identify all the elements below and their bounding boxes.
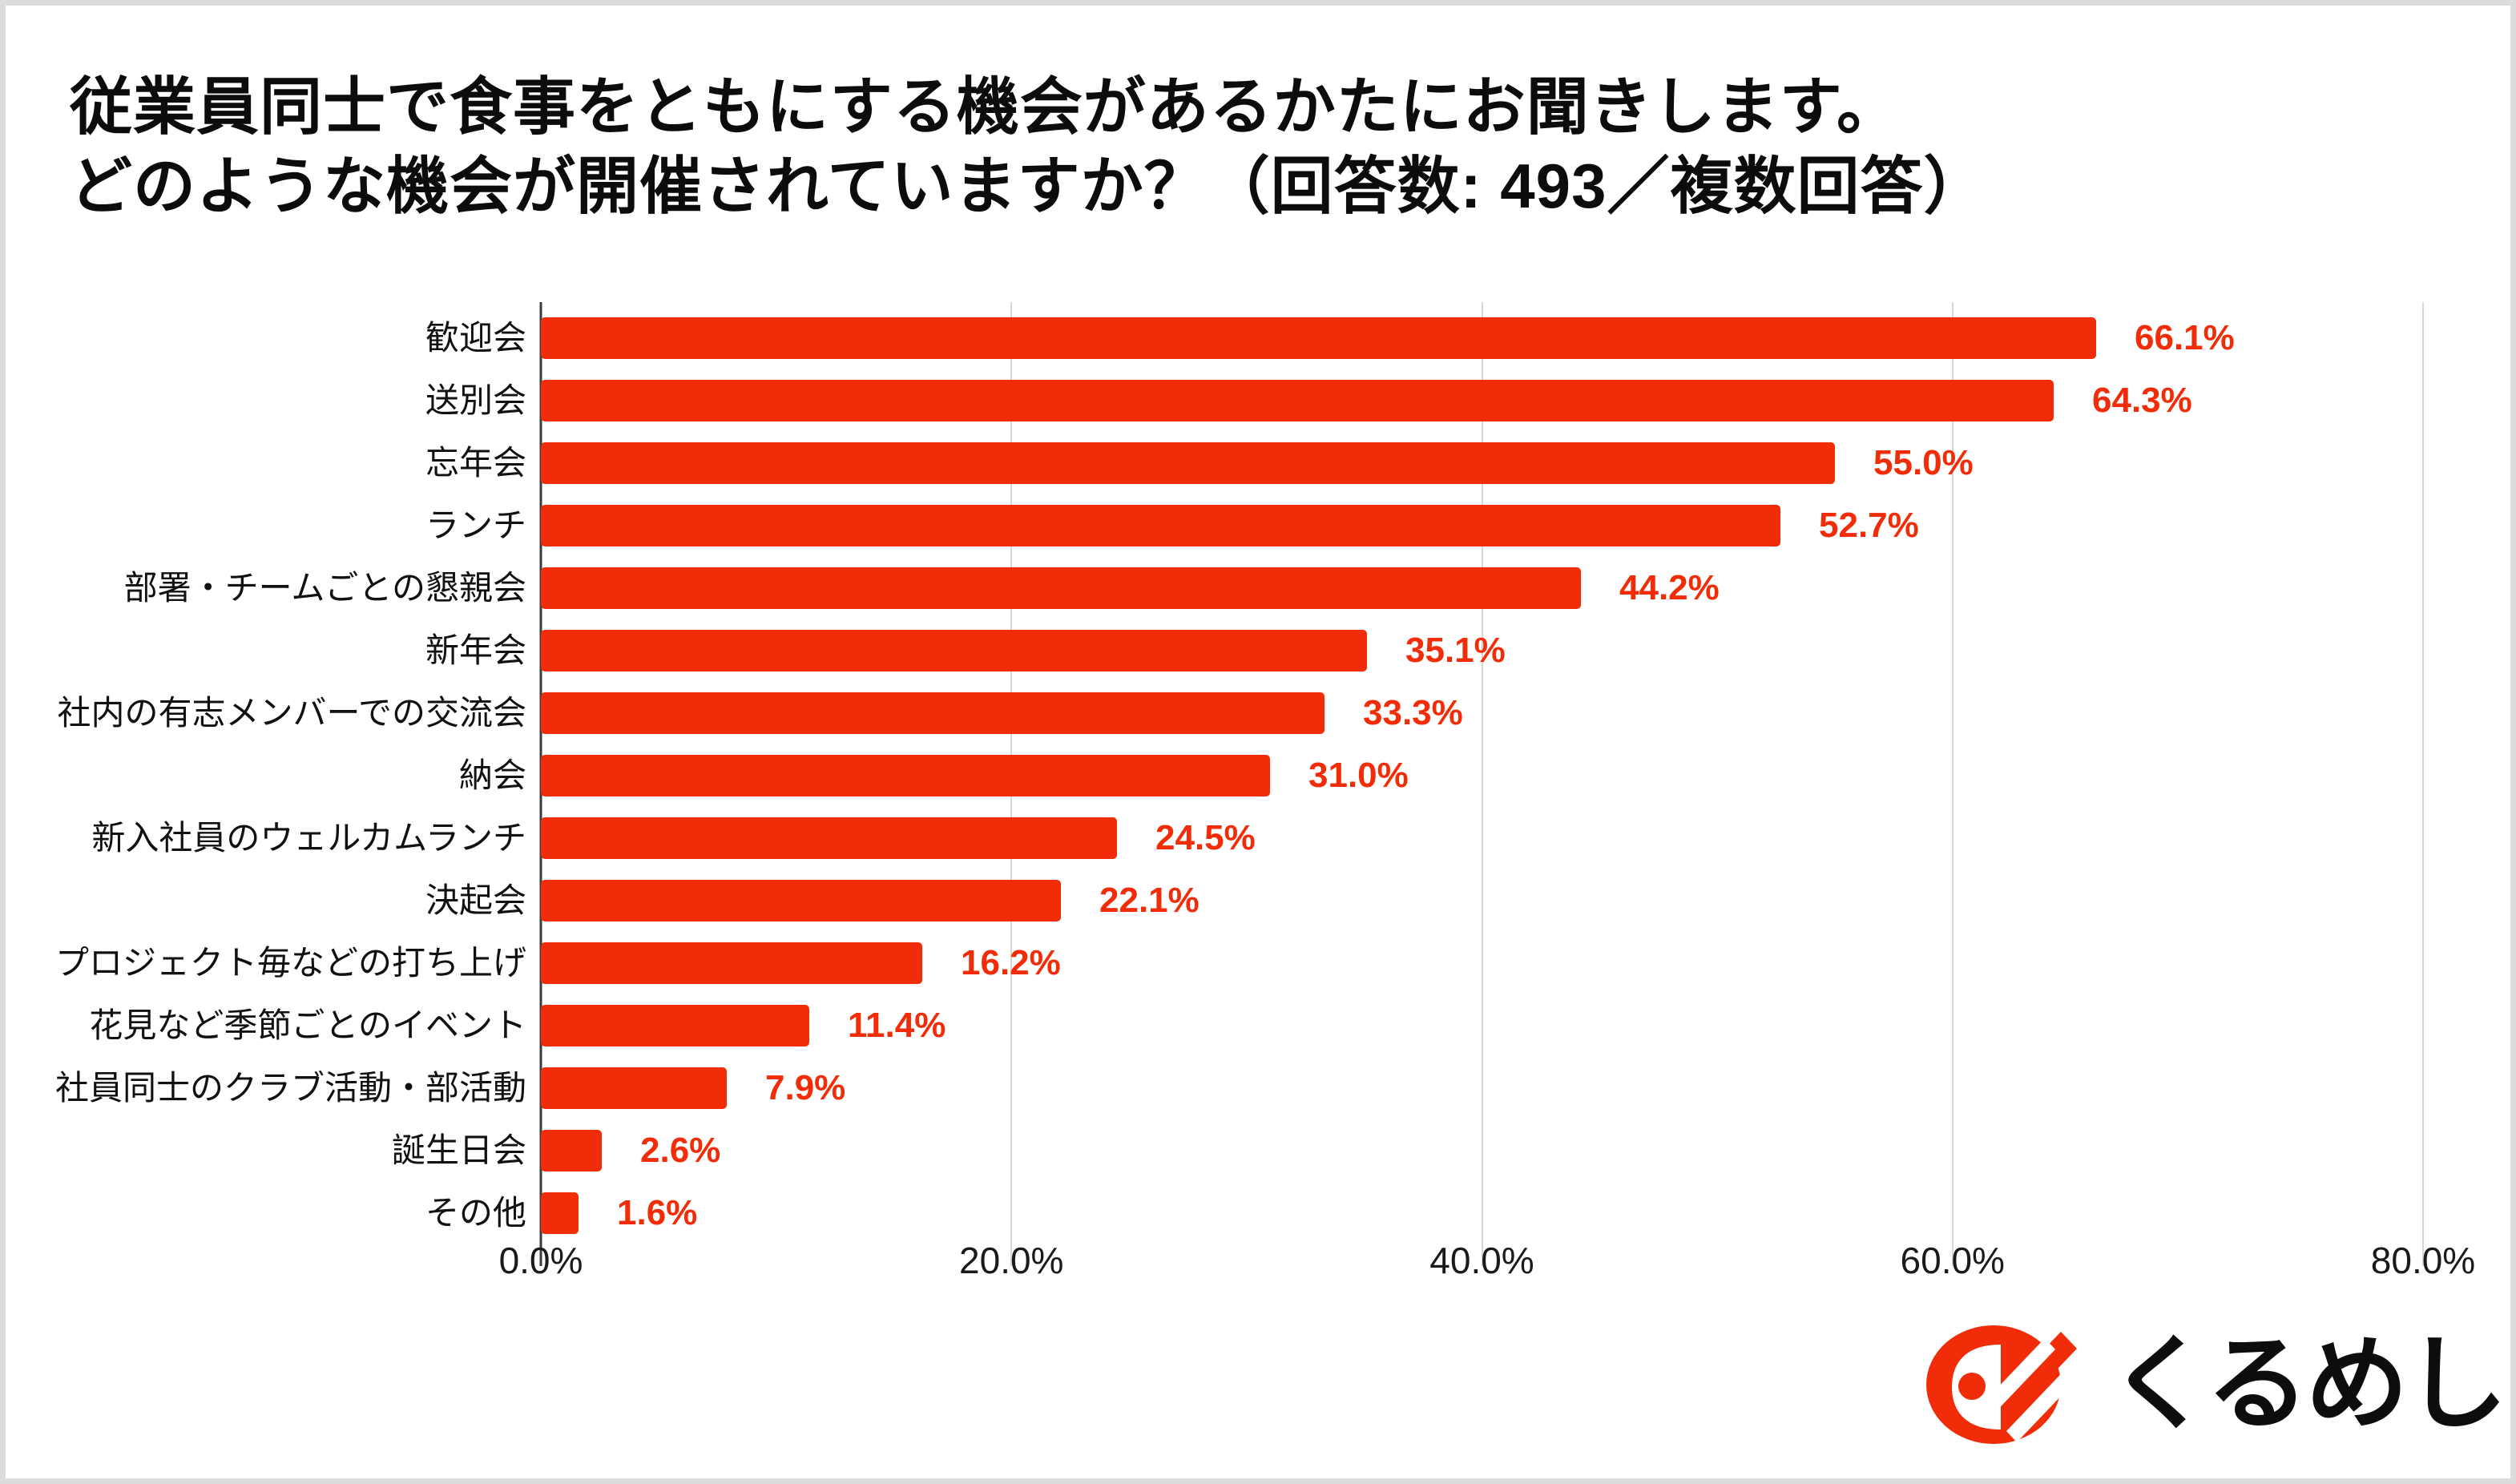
chart-row: ランチ 52.7% xyxy=(0,494,2516,557)
chart-row: その他 1.6% xyxy=(0,1182,2516,1244)
value-label: 2.6% xyxy=(640,1131,721,1170)
kurumeshi-bento-icon xyxy=(1926,1325,2080,1444)
category-label: 決起会 xyxy=(425,881,526,919)
value-label: 16.2% xyxy=(961,943,1061,982)
bar xyxy=(541,692,1325,734)
value-label: 35.1% xyxy=(1405,631,1506,670)
bar-chart: 歓迎会 66.1% 送別会 64.3% 忘年会 55.0% ランチ 52.7% … xyxy=(0,307,2516,1244)
bar xyxy=(541,1067,727,1109)
x-tick-label: 20.0% xyxy=(959,1240,1064,1281)
chart-row: 新入社員のウェルカムランチ 24.5% xyxy=(0,807,2516,869)
bar xyxy=(541,317,2096,359)
chart-row: 社内の有志メンバーでの交流会 33.3% xyxy=(0,682,2516,744)
bar xyxy=(541,817,1117,859)
x-tick-label: 0.0% xyxy=(498,1240,583,1281)
gridline-60pct xyxy=(1951,302,1954,1266)
bar xyxy=(541,1005,809,1046)
chart-title-line1: 従業員同士で食事をともにする機会があるかたにお聞きします。 xyxy=(70,71,1900,142)
category-label: プロジェクト毎などの打ち上げ xyxy=(54,944,526,982)
chart-row: 部署・チームごとの懇親会 44.2% xyxy=(0,557,2516,619)
gridline-40pct xyxy=(1481,302,1483,1266)
chart-row: プロジェクト毎などの打ち上げ 16.2% xyxy=(0,932,2516,994)
bar xyxy=(541,630,1367,671)
value-label: 22.1% xyxy=(1099,881,1200,920)
logo-wordmark: くるめし xyxy=(2109,1327,2507,1442)
category-label: 歓迎会 xyxy=(425,319,526,357)
value-label: 44.2% xyxy=(1619,568,1720,607)
value-label: 52.7% xyxy=(1819,506,1919,545)
value-label: 64.3% xyxy=(2092,381,2192,420)
gridline-80pct xyxy=(2422,302,2424,1266)
value-label: 24.5% xyxy=(1155,818,1256,857)
chart-row: 花見など季節ごとのイベント 11.4% xyxy=(0,994,2516,1057)
category-label: 新入社員のウェルカムランチ xyxy=(91,819,526,857)
value-label: 33.3% xyxy=(1363,693,1463,732)
chart-title-line2: どのような機会が開催されていますか？（回答数: 493／複数回答） xyxy=(70,151,1987,221)
category-label: 花見など季節ごとのイベント xyxy=(89,1006,526,1044)
x-tick-label: 80.0% xyxy=(2370,1240,2476,1281)
chart-row: 新年会 35.1% xyxy=(0,619,2516,682)
category-label: 納会 xyxy=(458,756,526,794)
chart-row: 送別会 64.3% xyxy=(0,369,2516,432)
category-label: 社内の有志メンバーでの交流会 xyxy=(57,694,526,732)
value-label: 1.6% xyxy=(617,1193,698,1232)
bar xyxy=(541,505,1780,546)
value-label: 66.1% xyxy=(2135,318,2235,357)
bar xyxy=(541,755,1270,796)
category-label: 部署・チームごとの懇親会 xyxy=(123,569,526,607)
category-label: ランチ xyxy=(425,506,526,544)
chart-row: 社員同士のクラブ活動・部活動 7.9% xyxy=(0,1057,2516,1119)
value-label: 55.0% xyxy=(1873,443,1974,482)
value-label: 11.4% xyxy=(848,1006,946,1045)
category-label: 社員同士のクラブ活動・部活動 xyxy=(54,1069,526,1107)
category-label: 忘年会 xyxy=(425,444,526,482)
bar xyxy=(541,1192,579,1234)
x-axis: 0.0% 20.0% 40.0% 60.0% 80.0% xyxy=(499,1239,2476,1295)
category-label: 送別会 xyxy=(425,381,526,419)
value-label: 7.9% xyxy=(765,1068,846,1107)
value-label: 31.0% xyxy=(1308,756,1409,795)
category-label: 新年会 xyxy=(425,631,526,669)
bar xyxy=(541,880,1061,921)
category-label: 誕生日会 xyxy=(391,1131,526,1169)
category-label: その他 xyxy=(425,1194,526,1232)
chart-row: 納会 31.0% xyxy=(0,744,2516,807)
chart-title: 従業員同士で食事をともにする機会があるかたにお聞きします。 どのような機会が開催… xyxy=(70,67,1986,226)
bar xyxy=(541,1130,602,1171)
chart-row: 歓迎会 66.1% xyxy=(0,307,2516,369)
bar xyxy=(541,942,922,984)
bar xyxy=(541,567,1581,609)
chart-row: 誕生日会 2.6% xyxy=(0,1119,2516,1182)
bar xyxy=(541,380,2054,421)
bar xyxy=(541,442,1835,484)
chart-row: 決起会 22.1% xyxy=(0,869,2516,932)
x-tick-label: 40.0% xyxy=(1429,1240,1534,1281)
x-tick-label: 60.0% xyxy=(1900,1240,2005,1281)
chart-row: 忘年会 55.0% xyxy=(0,432,2516,494)
